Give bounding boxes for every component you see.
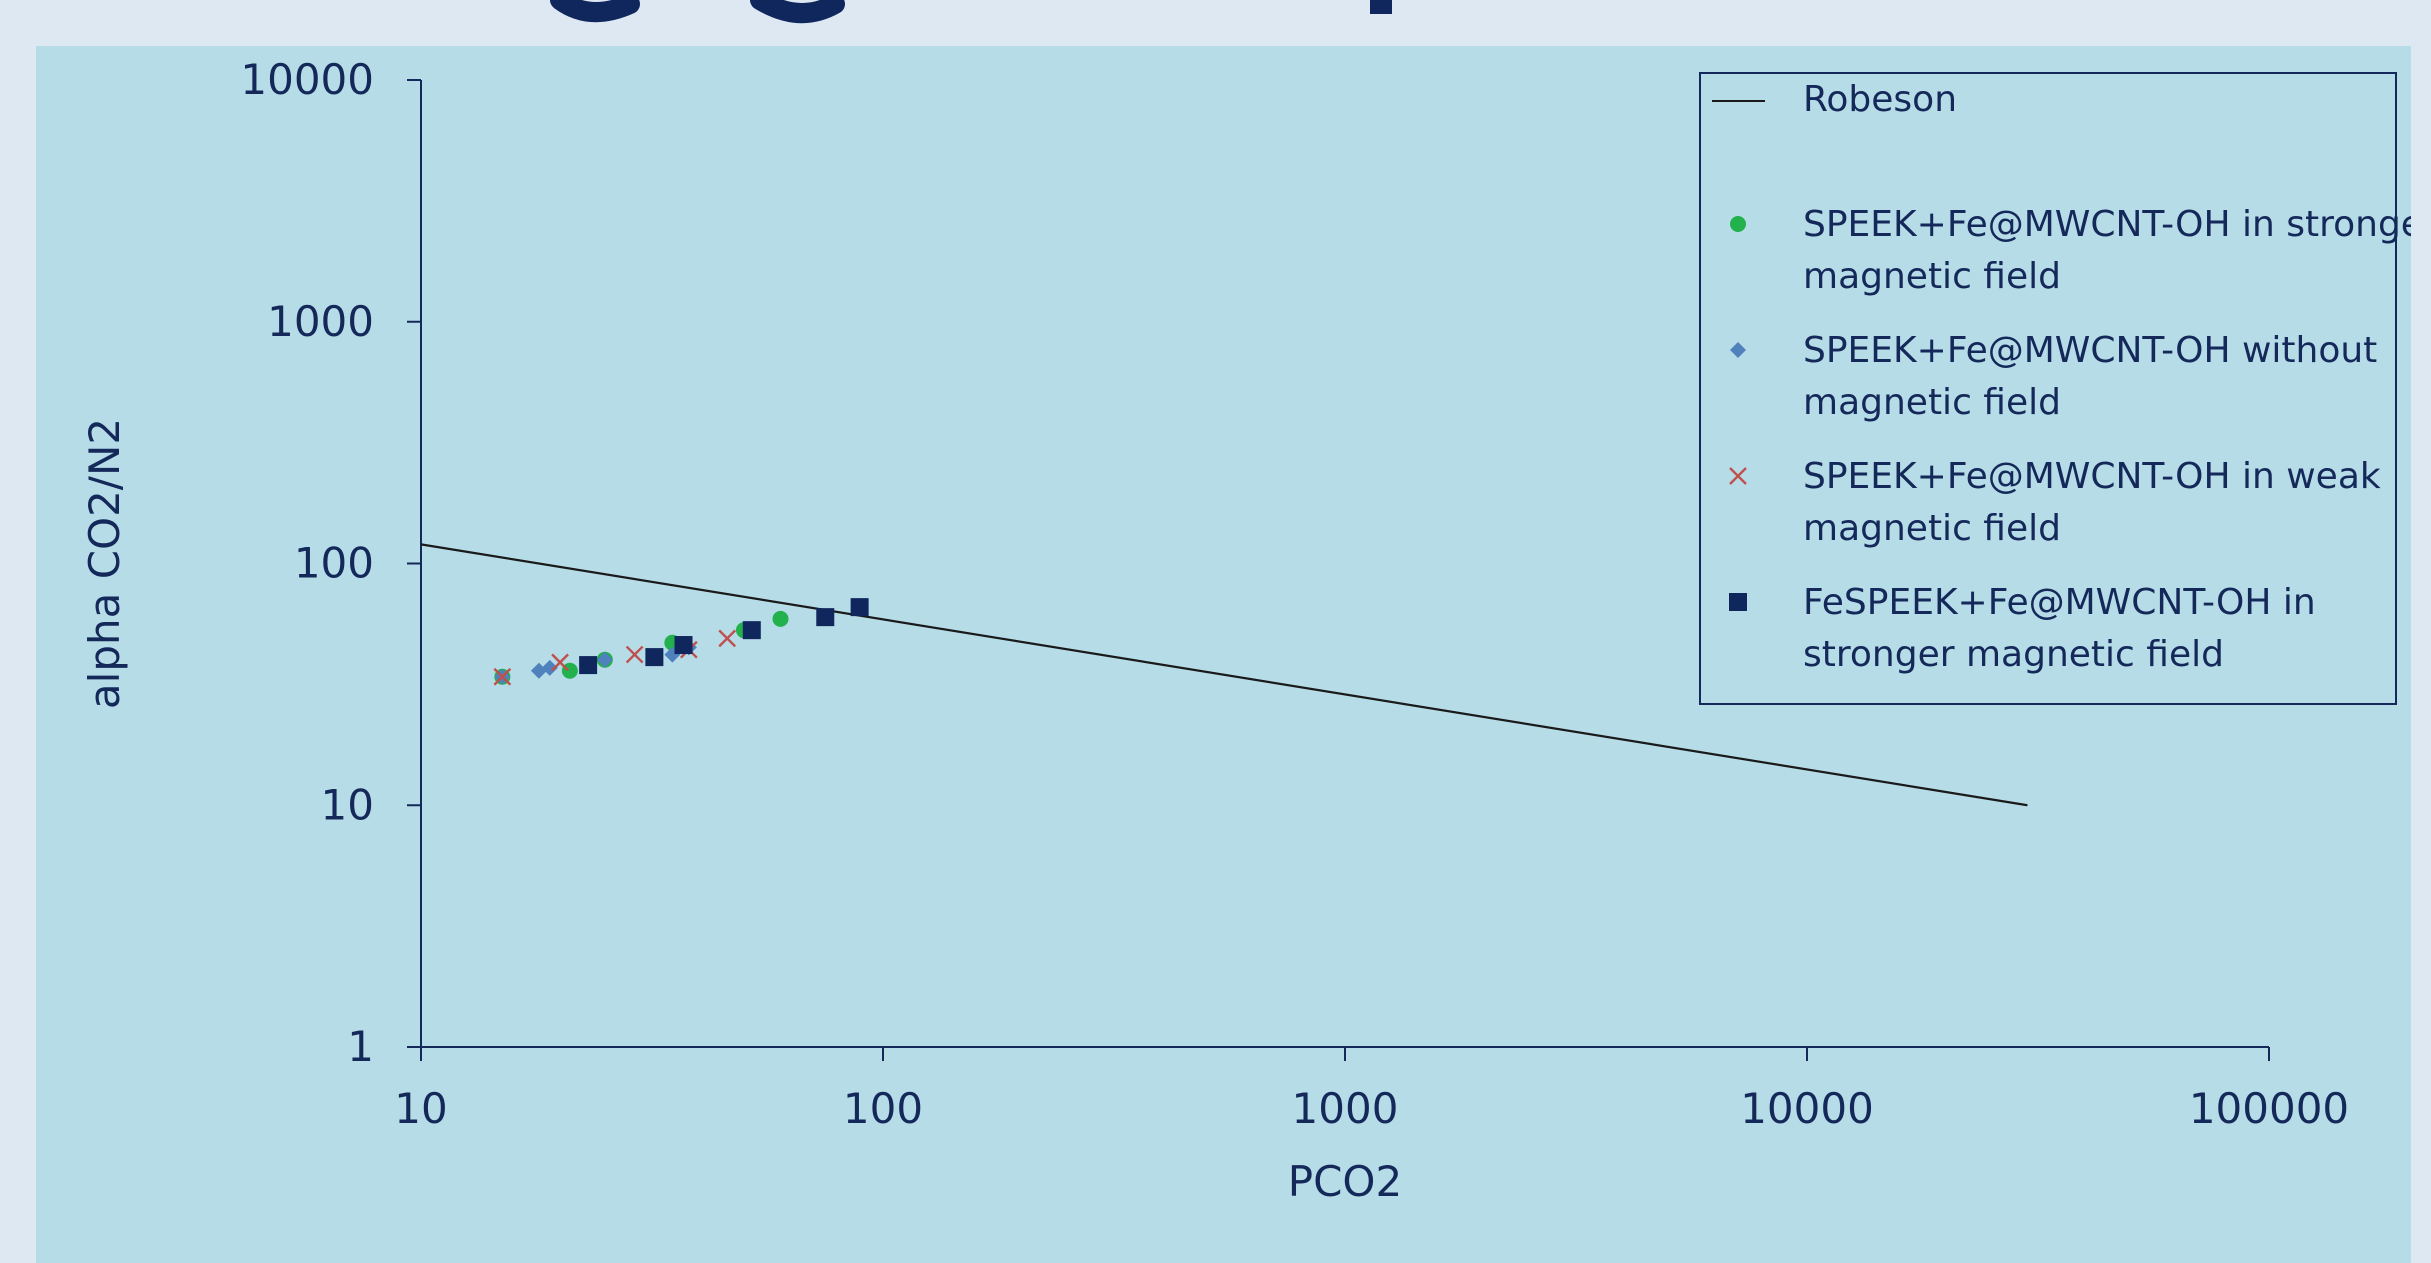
y-tick-label: 100 — [294, 539, 374, 588]
legend: Robeson SPEEK+Fe@MWCNT-OH in stronger magn… — [1699, 72, 2411, 705]
series-3 — [493, 629, 737, 686]
legend-label: SPEEK+Fe@MWCNT-OH without — [1803, 330, 2377, 371]
legend-label: Robeson — [1803, 79, 1957, 120]
data-point-x — [718, 629, 737, 648]
legend-key-circle — [1730, 216, 1746, 232]
legend-label: magnetic field — [1803, 508, 2061, 549]
legend-label: magnetic field — [1803, 382, 2061, 423]
legend-label: FeSPEEK+Fe@MWCNT-OH in — [1803, 582, 2316, 623]
data-point-x-stroke — [493, 667, 512, 686]
legend-label: SPEEK+Fe@MWCNT-OH in stronger — [1803, 204, 2411, 245]
data-point-diamond — [530, 662, 547, 679]
legend-key-x — [1729, 467, 1747, 485]
data-point-x — [625, 645, 644, 664]
y-axis-title: alpha CO2/N2 — [80, 418, 129, 709]
y-tick-label: 10000 — [240, 55, 374, 104]
legend-key-diamond — [1730, 342, 1746, 358]
y-tick-label: 1 — [347, 1022, 374, 1071]
data-point-x — [551, 653, 569, 672]
data-point-square — [850, 598, 869, 617]
chart-svg: 1 10 100 1000 10000 10 100 1000 10000 100000 PCO2 a… — [80, 55, 2411, 1206]
legend-label: magnetic field — [1803, 256, 2061, 297]
series-0 — [420, 543, 2028, 807]
y-tick-label: 1000 — [267, 297, 374, 346]
y-tick-label: 10 — [321, 780, 374, 829]
data-point-square — [579, 656, 598, 675]
data-point-diamond — [541, 659, 558, 676]
data-point-x-stroke — [718, 629, 737, 648]
data-point-square — [674, 636, 693, 655]
x-tick-label: 100 — [843, 1084, 923, 1133]
x-tick-label: 10 — [394, 1084, 447, 1133]
legend-label: SPEEK+Fe@MWCNT-OH in weak — [1803, 456, 2381, 497]
x-tick-label: 1000 — [1292, 1084, 1399, 1133]
data-point-x-stroke — [551, 653, 569, 672]
data-point-circle — [772, 610, 789, 627]
title-fragment-shapes — [550, 0, 1392, 23]
legend-label: stronger magnetic field — [1803, 634, 2224, 675]
x-tick-label: 10000 — [1740, 1084, 1874, 1133]
legend-key-square — [1729, 593, 1747, 611]
data-point-x — [493, 667, 512, 686]
robeson-line — [420, 543, 2028, 807]
data-point-square — [742, 621, 761, 640]
data-point-x-stroke — [625, 645, 644, 664]
x-tick-label: 100000 — [2189, 1084, 2349, 1133]
title-fragment — [0, 0, 2431, 40]
axes: 1 10 100 1000 10000 10 100 1000 10000 100000 PCO2 a… — [80, 55, 2349, 1206]
series-4 — [579, 598, 869, 675]
data-point-square — [645, 648, 664, 667]
legend-box — [1699, 72, 2397, 705]
x-axis-title: PCO2 — [1288, 1157, 1402, 1206]
chart-panel: 1 10 100 1000 10000 10 100 1000 10000 100000 PCO2 a… — [36, 46, 2411, 1263]
data-point-square — [816, 608, 835, 627]
legend-key-x-stroke — [1729, 467, 1747, 485]
data-point-diamond — [596, 651, 613, 668]
series-layer — [420, 543, 2028, 807]
